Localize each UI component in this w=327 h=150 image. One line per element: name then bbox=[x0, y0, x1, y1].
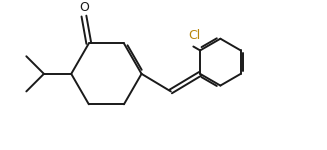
Text: Cl: Cl bbox=[188, 29, 200, 42]
Text: O: O bbox=[79, 1, 89, 14]
